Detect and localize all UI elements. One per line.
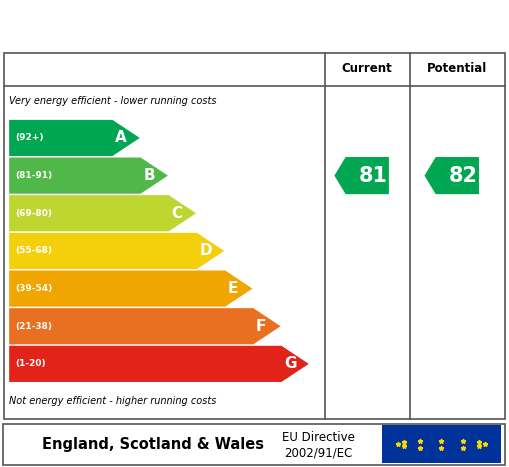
Text: A: A: [115, 130, 127, 145]
Text: EU Directive: EU Directive: [281, 431, 355, 444]
Polygon shape: [9, 157, 168, 194]
Text: (69-80): (69-80): [15, 209, 52, 218]
Polygon shape: [9, 346, 309, 382]
Polygon shape: [9, 270, 252, 307]
Polygon shape: [425, 157, 479, 194]
Polygon shape: [9, 120, 140, 156]
Text: (39-54): (39-54): [15, 284, 52, 293]
Text: 2002/91/EC: 2002/91/EC: [284, 447, 352, 460]
Polygon shape: [9, 233, 224, 269]
Text: (81-91): (81-91): [15, 171, 52, 180]
Text: G: G: [284, 356, 297, 371]
Text: (92+): (92+): [15, 134, 44, 142]
Bar: [382, 425, 501, 463]
Text: F: F: [256, 319, 266, 334]
Text: Not energy efficient - higher running costs: Not energy efficient - higher running co…: [9, 396, 216, 406]
Text: (1-20): (1-20): [15, 360, 46, 368]
Text: England, Scotland & Wales: England, Scotland & Wales: [42, 437, 264, 452]
Text: Current: Current: [342, 63, 392, 76]
Text: D: D: [200, 243, 212, 258]
Polygon shape: [9, 195, 196, 231]
Polygon shape: [9, 308, 280, 344]
Text: E: E: [228, 281, 238, 296]
Text: (55-68): (55-68): [15, 247, 52, 255]
Text: Energy Efficiency Rating: Energy Efficiency Rating: [10, 15, 317, 35]
Text: 81: 81: [358, 166, 387, 185]
Text: B: B: [144, 168, 155, 183]
Text: 82: 82: [448, 166, 477, 185]
Text: Potential: Potential: [427, 63, 488, 76]
Text: (21-38): (21-38): [15, 322, 52, 331]
Text: Very energy efficient - lower running costs: Very energy efficient - lower running co…: [9, 96, 217, 106]
Text: C: C: [172, 206, 183, 221]
Polygon shape: [334, 157, 389, 194]
